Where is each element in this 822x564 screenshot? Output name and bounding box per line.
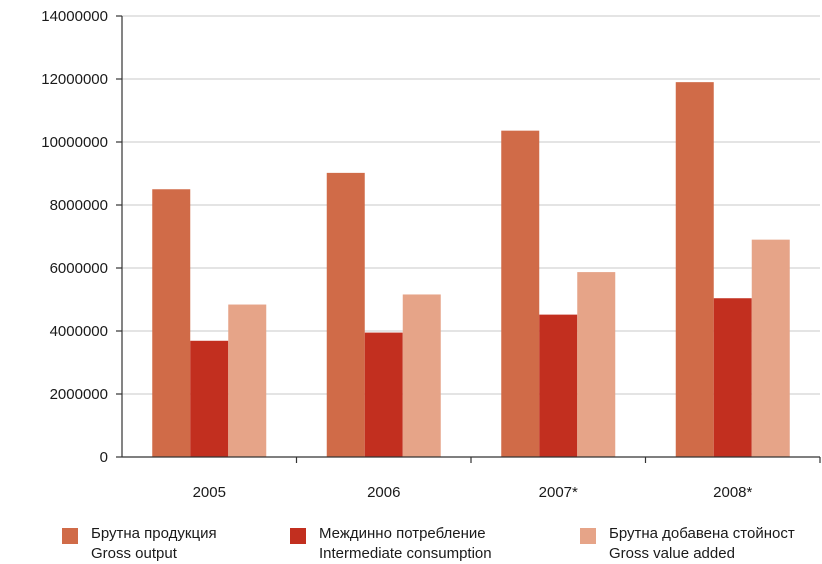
bar-gross-output-2008 [675,82,714,458]
bar-intermediate-consumption-2006 [364,332,403,457]
x-tick-label: 2005 [193,484,226,501]
y-tick-label: 0 [100,449,108,466]
bar-intermediate-consumption-2007 [539,314,578,457]
y-tick-label: 6000000 [50,260,108,277]
y-tick-label: 4000000 [50,323,108,340]
y-tick-labels: 0 2000000 4000000 6000000 8000000 10000000 120… [41,8,108,466]
bar-gross-value-added-2008 [751,239,790,457]
y-tick-label: 10000000 [41,134,108,151]
bar-intermediate-consumption-2008 [713,298,752,457]
axes [116,15,821,463]
y-tick-label: 8000000 [50,197,108,214]
y-tick-label: 12000000 [41,71,108,88]
bar-gross-output-2006 [326,172,365,457]
bar-gross-output-2005 [152,189,191,457]
bar-gross-value-added-2005 [228,304,267,457]
x-tick-label: 2006 [367,484,400,501]
bar-gross-value-added-2006 [402,294,441,457]
x-tick-label: 2008* [713,484,752,501]
bars [152,82,790,458]
bar-gross-value-added-2007 [577,272,616,457]
bar-intermediate-consumption-2005 [190,340,229,457]
bar-gross-output-2007 [501,130,540,457]
x-tick-labels: 2005 2006 2007* 2008* [193,484,753,501]
x-tick-label: 2007* [539,484,578,501]
y-tick-label: 2000000 [50,386,108,403]
y-tick-label: 14000000 [41,8,108,25]
